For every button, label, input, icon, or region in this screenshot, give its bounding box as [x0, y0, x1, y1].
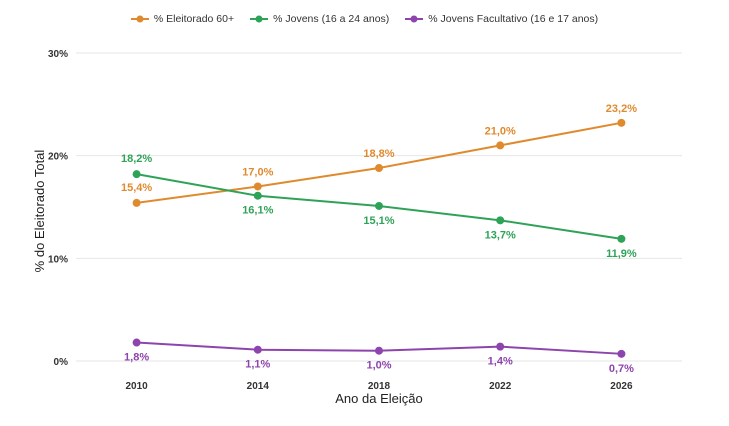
data-label: 1,4%: [488, 356, 513, 368]
x-tick-label: 2014: [247, 381, 270, 392]
legend-item-jovens: % Jovens (16 a 24 anos): [250, 13, 389, 25]
data-labels: 15,4% 17,0% 18,8% 21,0% 23,2% 18,2% 16,1% 15,1%…: [121, 103, 637, 375]
x-tick-label: 2022: [489, 381, 512, 392]
data-point: [132, 338, 141, 347]
x-tick-label: 2010: [125, 381, 148, 392]
data-point: [496, 342, 505, 351]
axes: 0% 10% 20% 30% 2010 2014 2018 2022 2026 Ano da El…: [32, 49, 633, 406]
data-label: 15,4%: [121, 182, 152, 194]
data-label: 21,0%: [485, 125, 516, 137]
data-point: [132, 170, 141, 179]
legend-label-jovens: % Jovens (16 a 24 anos): [273, 13, 390, 25]
data-label: 13,7%: [485, 229, 516, 241]
data-point: [253, 191, 262, 200]
data-label: 18,8%: [363, 148, 394, 160]
data-label: 18,2%: [121, 153, 152, 165]
data-point: [375, 346, 383, 355]
x-axis-title: Ano da Eleição: [335, 391, 422, 406]
series-layer: [132, 118, 626, 358]
data-label: 17,0%: [242, 166, 273, 178]
grid-lines: [76, 52, 682, 362]
data-label: 16,1%: [242, 205, 273, 217]
x-tick-label: 2026: [610, 381, 633, 392]
legend-label-eleitorado-60: % Eleitorado 60+: [153, 13, 235, 25]
series-line: [136, 121, 622, 204]
data-label: 23,2%: [606, 103, 637, 115]
y-tick-label: 10%: [48, 254, 68, 265]
data-label: 1,0%: [366, 360, 391, 372]
y-tick-label: 20%: [48, 152, 68, 163]
data-label: 1,1%: [245, 359, 270, 371]
legend-item-eleitorado-60: % Eleitorado 60+: [130, 13, 235, 25]
data-point: [617, 118, 626, 127]
data-label: 0,7%: [609, 363, 634, 375]
data-point: [375, 201, 383, 210]
data-point: [132, 198, 141, 207]
data-label: 11,9%: [606, 248, 637, 260]
y-tick-label: 0%: [54, 357, 69, 368]
data-point: [617, 349, 626, 358]
data-point: [496, 141, 505, 150]
legend-key-jovens-facultativo: [405, 15, 424, 23]
data-point: [375, 163, 383, 172]
data-point: [253, 182, 262, 191]
data-label: 1,8%: [124, 352, 149, 364]
data-point: [496, 216, 505, 225]
y-axis-title: % do Eleitorado Total: [32, 150, 47, 273]
legend-key-eleitorado-60: [130, 15, 149, 23]
data-point: [253, 345, 262, 354]
x-tick-label: 2018: [368, 381, 391, 392]
chart-legend: % Eleitorado 60+ % Jovens (16 a 24 anos)…: [0, 13, 729, 25]
data-label: 15,1%: [363, 215, 394, 227]
data-point: [617, 234, 626, 243]
y-tick-label: 30%: [48, 49, 68, 60]
legend-item-jovens-facultativo: % Jovens Facultativo (16 e 17 anos): [405, 13, 598, 25]
legend-key-jovens: [250, 15, 269, 23]
legend-label-jovens-facultativo: % Jovens Facultativo (16 e 17 anos): [428, 13, 599, 25]
